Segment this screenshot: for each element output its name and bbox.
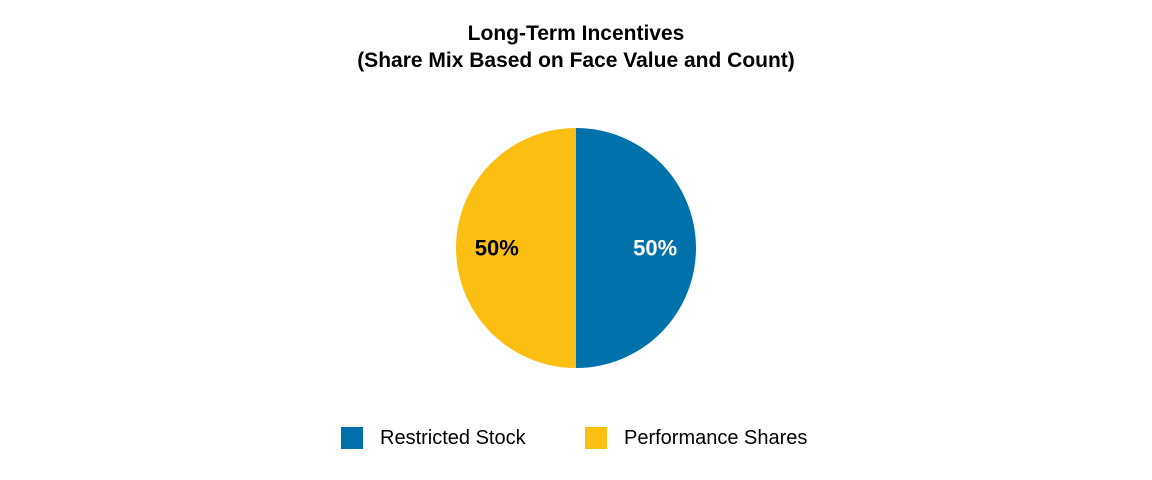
chart-title-line-2: (Share Mix Based on Face Value and Count… [357,49,795,72]
chart-title-line-1: Long-Term Incentives [467,22,685,45]
legend-label-restricted-stock: Restricted Stock [380,427,526,449]
legend-item-restricted-stock: Restricted Stock [341,426,526,450]
slice-label-restricted-stock: 50% [633,236,677,261]
pie-chart: 50% 50% [456,128,696,368]
pie-slice-performance-shares [456,128,576,368]
chart-legend: Restricted Stock Performance Shares [0,426,1152,450]
legend-swatch-restricted-stock [341,427,363,449]
legend-item-performance-shares: Performance Shares [585,426,807,450]
slice-label-performance-shares: 50% [475,236,519,261]
pie-slice-restricted-stock [576,128,696,368]
chart-title: Long-Term Incentives (Share Mix Based on… [0,20,1152,74]
legend-label-performance-shares: Performance Shares [624,427,808,449]
legend-swatch-performance-shares [585,427,607,449]
